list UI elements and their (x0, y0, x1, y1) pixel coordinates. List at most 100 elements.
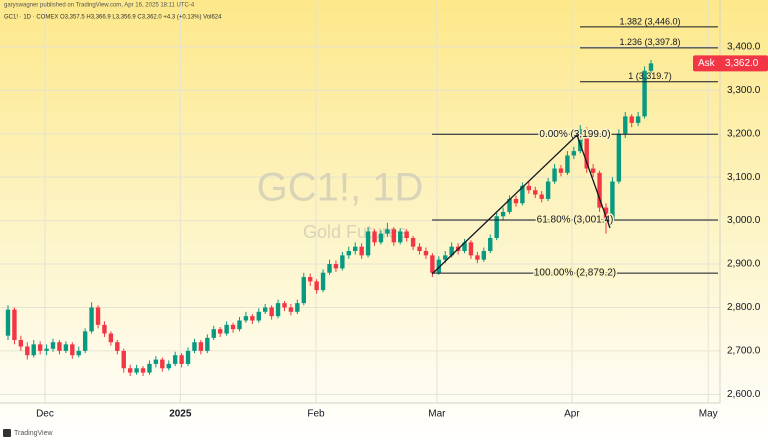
candle-body (147, 363, 152, 373)
y-tick-label: 3,100.0 (727, 172, 761, 183)
candle-body (449, 246, 454, 256)
candle-body (346, 251, 351, 256)
candle-body (603, 207, 609, 221)
candle-body (648, 63, 654, 71)
candle-body (520, 185, 525, 204)
grid (0, 0, 720, 403)
fib-label: 100.00% (2,879.2) (534, 268, 616, 279)
candle-body (623, 116, 628, 134)
candle-body (578, 129, 583, 152)
candle-body (160, 359, 165, 369)
candle-body (597, 172, 602, 208)
candle-body (295, 303, 300, 312)
logo-icon (3, 429, 11, 437)
candle-body (365, 231, 371, 256)
candle-body (340, 255, 345, 269)
candle-body (552, 168, 557, 182)
y-tick-label: 2,700.0 (727, 346, 761, 357)
candle-body (37, 344, 43, 351)
ask-value: 3,362.0 (725, 58, 759, 69)
candle-body (166, 363, 171, 369)
candle-body (275, 303, 281, 317)
candle-body (243, 316, 249, 321)
candle-body (5, 309, 11, 336)
candle-body (513, 198, 519, 204)
candle-body (256, 311, 261, 321)
fib-label: 1.382 (3,446.0) (619, 16, 680, 26)
candle-body (185, 350, 191, 364)
candle-body (372, 231, 377, 243)
candle-body (539, 194, 544, 199)
candle-body (18, 340, 24, 347)
y-tick-label: 2,800.0 (727, 302, 761, 313)
candle-body (488, 237, 493, 252)
candle-body (237, 320, 242, 330)
candle-body (127, 368, 133, 373)
candle-body (82, 331, 88, 351)
candle-body (320, 272, 326, 291)
candle-body (507, 198, 512, 212)
candle-body (404, 231, 409, 238)
y-tick-label: 3,400.0 (727, 42, 761, 53)
fib-label: 61.80% (3,001.4) (537, 215, 614, 226)
y-tick-label: 2,600.0 (727, 389, 761, 400)
candle-body (430, 255, 435, 273)
candle-body (153, 359, 159, 364)
candle-body (571, 151, 577, 156)
candle-body (121, 350, 126, 369)
fib-label: 1.236 (3,397.8) (619, 37, 680, 47)
candle-body (44, 348, 49, 351)
y-tick-label: 3,200.0 (727, 128, 761, 139)
candle-body (475, 255, 480, 260)
candle-body (378, 233, 384, 243)
candle-body (140, 368, 146, 373)
candle-body (134, 368, 139, 373)
candle-body (301, 277, 306, 304)
candle-body (629, 116, 634, 123)
candle-body (462, 242, 467, 252)
candle-body (282, 303, 287, 308)
x-tick-label: Feb (307, 409, 325, 420)
candle-body (616, 133, 622, 182)
candle-body (57, 342, 62, 351)
candle-body (70, 344, 75, 356)
candle-body (333, 264, 339, 269)
candle-body (115, 342, 120, 351)
candle-body (410, 237, 416, 247)
candle-body (230, 324, 236, 330)
candle-body (217, 329, 223, 334)
candle-body (50, 342, 56, 349)
ask-label: Ask (698, 58, 716, 69)
fib-label: 1 (3,319.7) (628, 71, 672, 81)
candle-body (443, 255, 448, 260)
candle-body (398, 231, 403, 243)
candle-body (558, 168, 564, 173)
candle-body (192, 342, 197, 351)
candle-body (31, 344, 36, 356)
candle-body (179, 355, 184, 364)
candle-body (108, 333, 114, 343)
candle-body (584, 129, 589, 169)
candle-body (642, 70, 647, 117)
candle-body (468, 242, 474, 256)
candle-body (533, 190, 538, 195)
candle-body (198, 342, 204, 351)
candle-body (500, 211, 506, 217)
candle-body (211, 329, 216, 338)
candle-body (263, 307, 268, 312)
candle-body (481, 251, 487, 260)
candle-body (172, 355, 178, 364)
y-tick-label: 3,300.0 (727, 85, 761, 96)
fib-levels: 0.00% (3,199.0) 61.80% (3,001.4) 100.00% (… (432, 16, 718, 280)
candle-body (269, 307, 274, 317)
axis: 2,600.0 2,700.0 2,800.0 2,900.0 3,000.0 3,100… (36, 42, 768, 420)
x-tick-label: Dec (36, 409, 54, 420)
x-tick-label: Mar (428, 409, 446, 420)
candle-body (308, 277, 313, 282)
candle-body (526, 185, 532, 191)
candle-body (314, 281, 319, 291)
candle-body (95, 307, 101, 325)
candle-body (102, 324, 107, 334)
watermark: GC1!, 1D (257, 166, 424, 210)
ask-tag (693, 55, 768, 72)
